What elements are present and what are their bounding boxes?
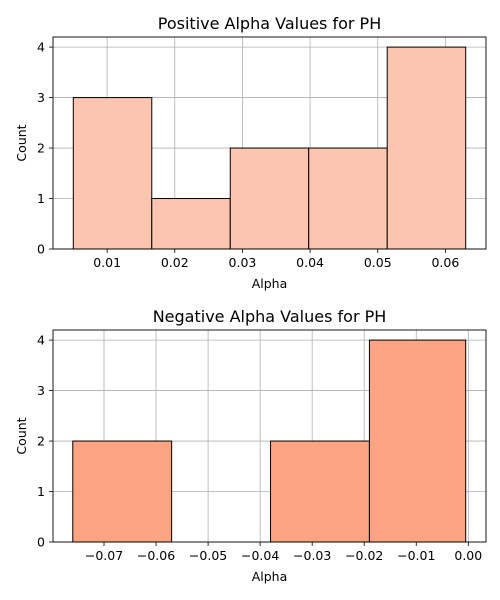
x-tick-label: −0.04	[241, 548, 279, 563]
x-tick-label: −0.03	[293, 548, 331, 563]
y-tick-label: 2	[37, 434, 45, 449]
x-tick-label: 0.04	[296, 255, 324, 270]
y-axis-label: Count	[14, 417, 29, 454]
y-tick-label: 3	[37, 90, 45, 105]
x-tick-label: −0.01	[397, 548, 435, 563]
histogram-bar	[151, 198, 231, 250]
x-tick-label: 0.01	[93, 255, 121, 270]
x-axis-label: Alpha	[252, 569, 288, 584]
x-tick-label: −0.02	[345, 548, 383, 563]
y-tick-label: 0	[37, 242, 45, 257]
chart-title: Negative Alpha Values for PH	[153, 307, 387, 326]
x-tick-label: −0.06	[137, 548, 175, 563]
plot-frame	[52, 329, 487, 543]
y-axis-label: Count	[14, 124, 29, 161]
y-tick-label: 0	[37, 535, 45, 550]
histogram-bar	[368, 339, 467, 543]
plot-frame	[52, 36, 487, 250]
x-tick-label: 0.03	[229, 255, 257, 270]
y-tick-label: 1	[37, 191, 45, 206]
y-tick-label: 4	[37, 40, 45, 55]
x-tick-label: 0.02	[161, 255, 189, 270]
x-tick-label: 0.00	[454, 548, 482, 563]
histogram-bar	[386, 46, 467, 250]
negative-alpha-histogram: −0.07 −0.06 −0.05 −0.04 −0.03 −0.02 −0.01 0.00 0…	[14, 307, 487, 584]
x-tick-label: 0.06	[431, 255, 459, 270]
histogram-bar	[72, 440, 173, 543]
histogram-bar	[72, 97, 153, 250]
x-tick-label: 0.05	[364, 255, 392, 270]
y-tick-label: 4	[37, 333, 45, 348]
x-axis-label: Alpha	[252, 276, 288, 291]
y-tick-label: 2	[37, 141, 45, 156]
y-tick-label: 3	[37, 383, 45, 398]
y-tick-label: 1	[37, 484, 45, 499]
positive-alpha-histogram: 0.01 0.02 0.03 0.04 0.05 0.06 0 1 2 3 4 Positive Al…	[14, 14, 487, 291]
x-tick-label: −0.05	[189, 548, 227, 563]
histogram-bar	[270, 440, 370, 543]
histogram-bar	[308, 147, 388, 250]
chart-title: Positive Alpha Values for PH	[158, 14, 381, 33]
histogram-bar	[229, 147, 310, 250]
x-tick-label: −0.07	[85, 548, 123, 563]
